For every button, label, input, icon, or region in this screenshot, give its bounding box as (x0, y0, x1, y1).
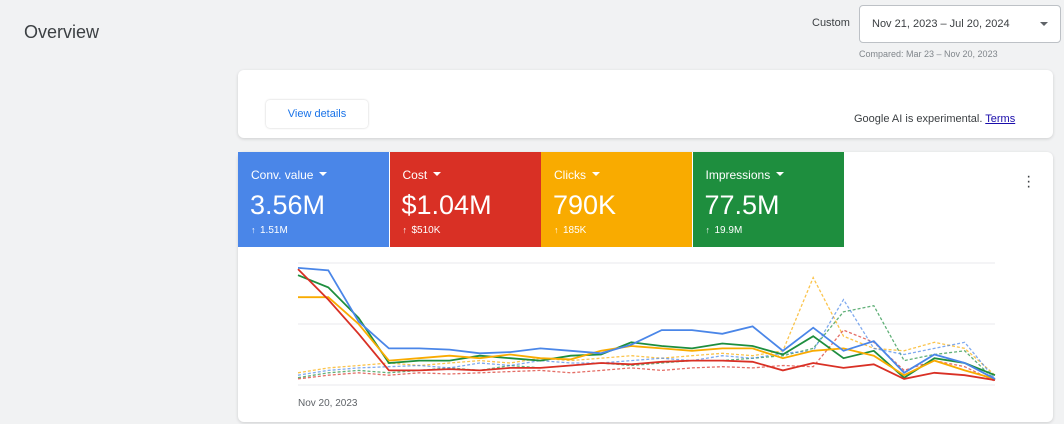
metric-change: 1.51M (251, 225, 288, 236)
metric-change: 185K (554, 225, 587, 236)
metric-value: 77.5M (704, 190, 780, 220)
range-label: Custom (812, 17, 850, 29)
metric-change: 19.9M (706, 225, 743, 236)
ai-note-text: Google AI is experimental. (854, 113, 983, 125)
comparison-line (297, 276, 996, 376)
ai-note: Google AI is experimental. Terms (854, 113, 1015, 125)
date-picker[interactable]: Nov 21, 2023 – Jul 20, 2024 (859, 5, 1061, 43)
metric-change: $510K (403, 225, 441, 236)
metric-value: $1.04M (401, 190, 492, 220)
terms-link[interactable]: Terms (985, 113, 1016, 125)
series-line (297, 268, 996, 381)
more-menu[interactable]: · · · (1026, 168, 1032, 195)
metric-name: Impressions (706, 168, 785, 182)
comparison-line (297, 298, 996, 380)
metric-tile[interactable]: Cost $1.04M $510K (389, 152, 541, 247)
metric-name: Cost (403, 168, 442, 182)
comparison-line (297, 329, 996, 382)
page-title: Overview (24, 22, 100, 42)
x-axis-label: Nov 20, 2023 (298, 398, 358, 409)
metric-name: Clicks (554, 168, 600, 182)
series-line (298, 296, 996, 380)
metric-value: 790K (553, 190, 617, 220)
metric-name: Conv. value (251, 168, 327, 182)
metric-value: 3.56M (250, 190, 326, 220)
comparison-line (297, 304, 996, 381)
view-details-button[interactable]: View details (266, 100, 368, 128)
compared-range: Compared: Mar 23 – Nov 20, 2023 (859, 49, 998, 59)
metric-tile[interactable]: Clicks 790K 185K (541, 152, 692, 247)
ai-card: View details Google AI is experimental. … (238, 70, 1053, 138)
series-line (297, 267, 996, 380)
metric-tile[interactable]: Impressions 77.5M 19.9M (692, 152, 844, 247)
dropdown-arrow (1040, 22, 1048, 30)
date-range: Nov 21, 2023 – Jul 20, 2024 (872, 18, 1010, 30)
series-line (297, 274, 996, 379)
metric-tile[interactable]: Conv. value 3.56M 1.51M (238, 152, 389, 247)
